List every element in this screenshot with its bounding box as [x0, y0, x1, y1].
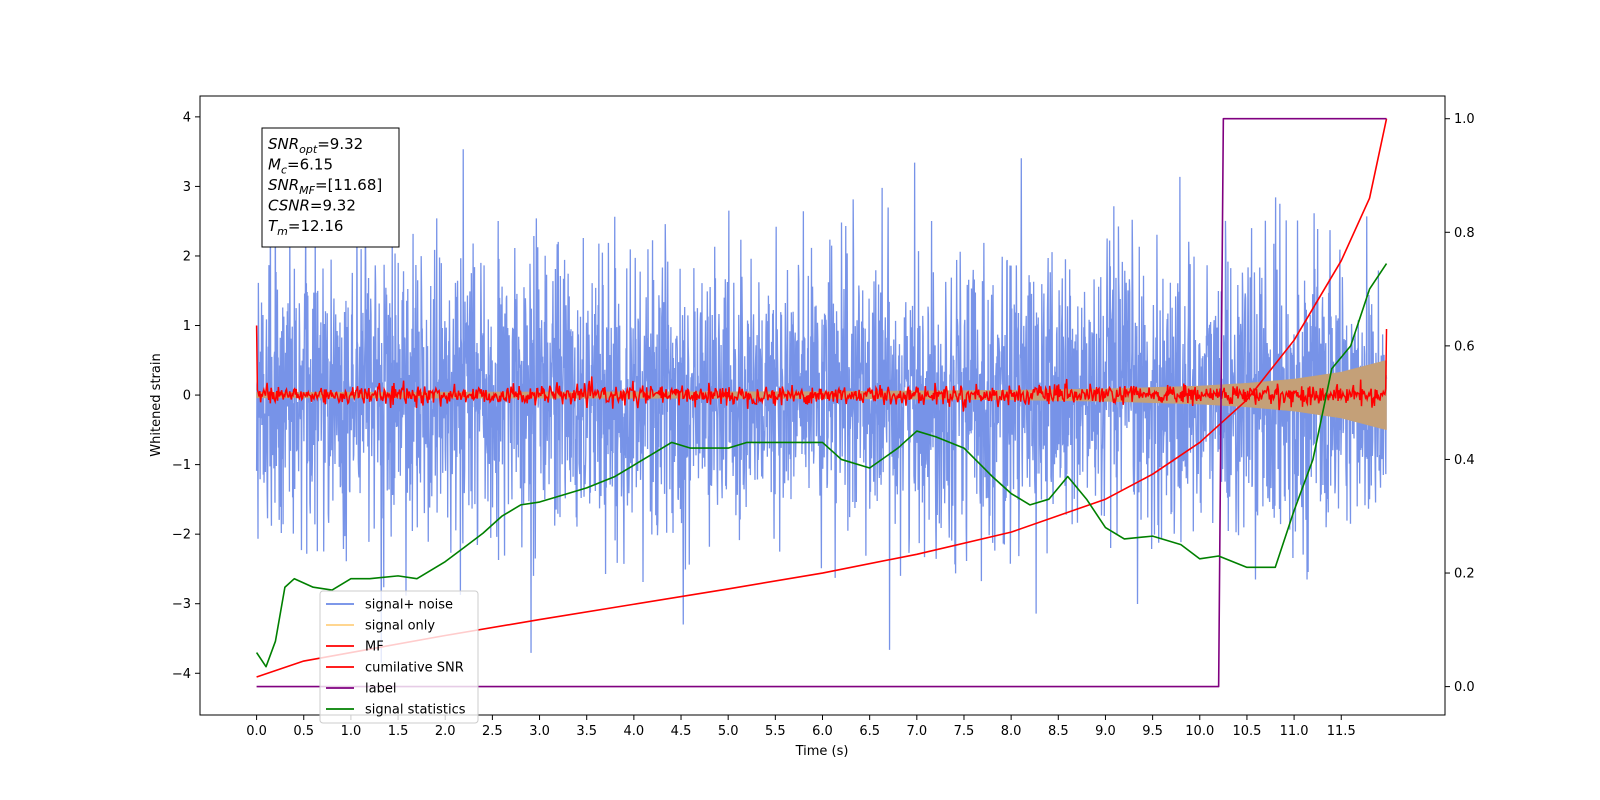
x-tick-label: 2.5 — [482, 724, 503, 739]
series-line-label — [256, 117, 1387, 688]
series-line-signal-noise — [255, 149, 1388, 663]
annotation-value: =[11.68] — [315, 176, 382, 194]
y-axis-label: Whitened strain — [149, 353, 164, 456]
annotation-value: =9.32 — [317, 135, 363, 153]
x-tick-label: 7.0 — [906, 724, 927, 739]
y-right-tick-label: 1.0 — [1454, 112, 1475, 127]
legend-label: signal statistics — [365, 703, 466, 718]
x-tick-label: 10.0 — [1185, 724, 1214, 739]
x-tick-label: 3.5 — [576, 724, 597, 739]
annotation-name: SNR — [268, 176, 299, 194]
legend: signal+ noise signal only MF cumilative SNR… — [319, 590, 479, 724]
annotation-value: =9.32 — [310, 197, 356, 215]
annotation-name: T — [268, 217, 279, 235]
y-tick-label: 4 — [183, 110, 191, 125]
x-tick-label: 1.5 — [388, 724, 409, 739]
annotation-row: CSNR=9.32 — [268, 197, 356, 215]
legend-label: signal only — [365, 619, 435, 634]
y-tick-label: −2 — [172, 528, 191, 543]
x-tick-label: 7.5 — [954, 724, 975, 739]
x-tick-label: 11.5 — [1327, 724, 1356, 739]
x-tick-label: 10.5 — [1232, 724, 1261, 739]
legend-label: cumilative SNR — [365, 661, 464, 676]
x-tick-label: 4.0 — [624, 724, 645, 739]
annotation-subscript: m — [277, 225, 288, 238]
x-tick-label: 3.0 — [529, 724, 550, 739]
x-tick-label: 1.0 — [341, 724, 362, 739]
annotation-box: SNRopt=9.32Mc=6.15SNRMF=[11.68]CSNR=9.32… — [261, 127, 400, 248]
annotation-name: CSNR — [268, 197, 310, 215]
legend-label: MF — [365, 640, 384, 655]
annotation-subscript: MF — [299, 184, 315, 197]
annotation-value: =12.16 — [288, 217, 344, 235]
x-tick-label: 0.0 — [246, 724, 267, 739]
x-tick-label: 0.5 — [293, 724, 314, 739]
series-line-mf — [255, 325, 1388, 412]
annotation-subscript: opt — [299, 143, 318, 156]
annotation-box-frame — [261, 127, 400, 248]
x-tick-label: 5.0 — [718, 724, 739, 739]
y-tick-label: −4 — [172, 667, 191, 682]
annotation-subscript: c — [281, 164, 287, 177]
x-axis-label: Time (s) — [795, 744, 849, 759]
annotation-row: Mc=6.15 — [268, 156, 333, 177]
x-tick-label: 4.5 — [671, 724, 692, 739]
annotation-row: SNRopt=9.32 — [268, 135, 363, 156]
x-tick-label: 2.0 — [435, 724, 456, 739]
series-line-signal-statistics — [255, 263, 1388, 668]
y-right-tick-label: 0.0 — [1454, 680, 1475, 695]
y-tick-label: 0 — [183, 389, 191, 404]
x-tick-label: 6.5 — [859, 724, 880, 739]
y-right-tick-label: 0.6 — [1454, 339, 1475, 354]
x-tick-label: 9.0 — [1095, 724, 1116, 739]
x-tick-label: 6.0 — [812, 724, 833, 739]
y-tick-label: −3 — [172, 597, 191, 612]
y-tick-label: 1 — [183, 319, 191, 334]
annotation-row: Tm=12.16 — [268, 217, 343, 238]
y-tick-label: 2 — [183, 249, 191, 264]
x-tick-label: 9.5 — [1142, 724, 1163, 739]
x-tick-label: 8.5 — [1048, 724, 1069, 739]
x-tick-label: 8.0 — [1001, 724, 1022, 739]
y-right-tick-label: 0.8 — [1454, 226, 1475, 241]
x-tick-label: 11.0 — [1280, 724, 1309, 739]
legend-frame — [319, 590, 479, 724]
axes-layer: 0.0 0.5 1.0 1.5 2.0 2.5 3.0 3.5 4.0 4.5 5.0 5.5 6.0 6… — [172, 110, 1475, 739]
annotation-name: SNR — [268, 135, 299, 153]
annotation-name: M — [268, 156, 281, 174]
x-tick-label: 5.5 — [765, 724, 786, 739]
y-right-tick-label: 0.4 — [1454, 453, 1475, 468]
legend-label: signal+ noise — [365, 598, 453, 613]
annotation-value: =6.15 — [287, 156, 333, 174]
legend-label: label — [365, 682, 396, 697]
y-right-tick-label: 0.2 — [1454, 567, 1475, 582]
annotation-row: SNRMF=[11.68] — [268, 176, 382, 197]
y-tick-label: −1 — [172, 458, 191, 473]
y-tick-label: 3 — [183, 180, 191, 195]
